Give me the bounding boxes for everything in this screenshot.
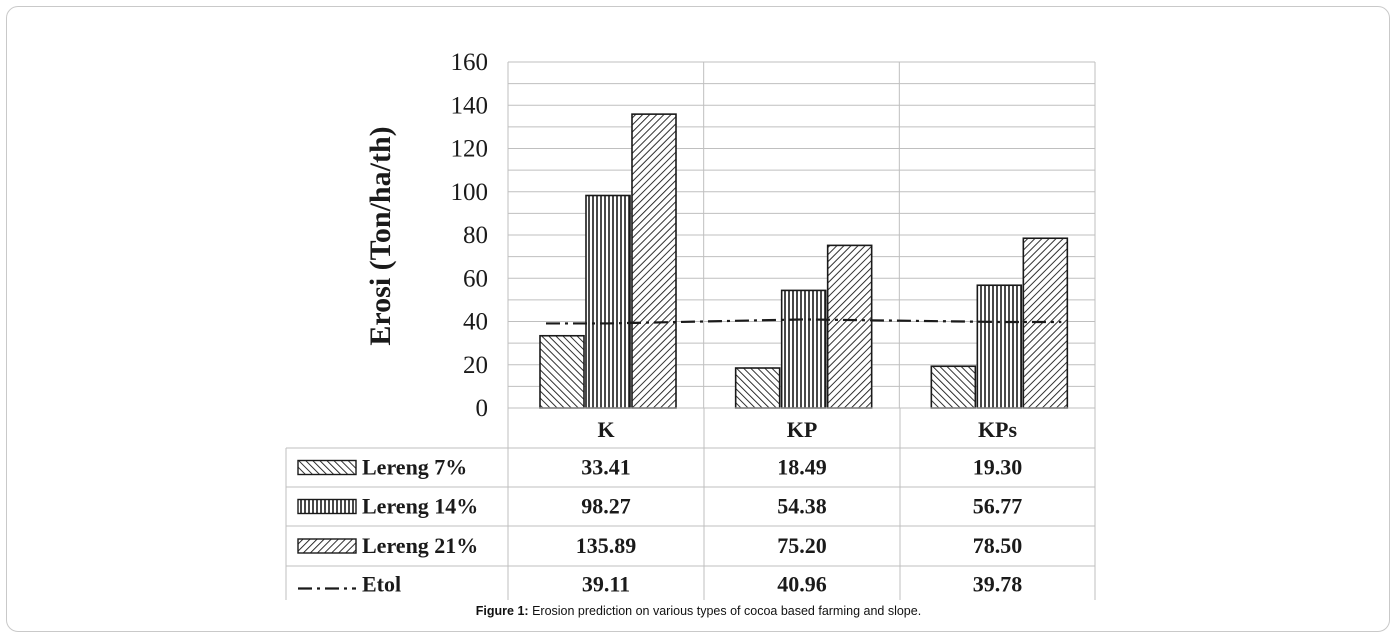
legend-key-3: [297, 538, 357, 554]
legend-key-2: [297, 498, 357, 515]
y-tick-label: 160: [451, 49, 489, 76]
bar-k-2: [585, 194, 631, 409]
bars: [539, 113, 1069, 409]
bar-kps-1: [930, 365, 977, 409]
data-table: K KP KPs Lereng 7% 33.41 18.49 19.30 Lereng 14%…: [285, 407, 1096, 600]
caption-text: Erosion prediction on various types of c…: [528, 604, 922, 618]
bar-kp-1: [734, 367, 781, 409]
y-tick-label: 120: [451, 136, 489, 163]
bar-kp-2: [780, 289, 827, 409]
bar-kps-3: [1022, 237, 1069, 409]
y-tick-label: 100: [451, 179, 489, 206]
figure-frame: [6, 6, 1390, 632]
chart: 0 20 40 60 80 100 120 140 160 Erosi (Ton/ha/th) K…: [285, 49, 1096, 600]
caption-label: Figure 1:: [475, 604, 529, 618]
table-cell-value: 33.41: [581, 455, 631, 480]
category-label-kps: KPs: [978, 417, 1018, 442]
table-cell-value: 75.20: [777, 533, 827, 558]
y-tick-label: 80: [463, 222, 488, 249]
series-name-2: Lereng 14%: [362, 494, 478, 519]
bar-kp-3: [826, 244, 873, 409]
table-cell-value: 39.78: [973, 572, 1023, 597]
legend-key-1: [297, 459, 357, 476]
table-cell-value: 40.96: [777, 572, 827, 597]
table-cell-value: 18.49: [777, 455, 827, 480]
table-cell-value: 56.77: [973, 494, 1023, 519]
series-name-3: Lereng 21%: [362, 533, 478, 558]
y-tick-label: 20: [463, 352, 488, 379]
series-name-4: Etol: [362, 572, 401, 597]
category-label-kp: KP: [787, 417, 818, 442]
table-cell-value: 98.27: [581, 494, 631, 519]
table-cell-value: 135.89: [576, 533, 637, 558]
y-axis-label: Erosi (Ton/ha/th): [364, 126, 397, 345]
bar-kps-2: [976, 284, 1023, 409]
y-tick-label: 40: [463, 309, 488, 336]
series-name-1: Lereng 7%: [362, 455, 467, 480]
figure-caption: Figure 1: Erosion prediction on various …: [0, 604, 1397, 618]
table-cell-value: 19.30: [973, 455, 1023, 480]
table-cell-value: 54.38: [777, 494, 827, 519]
bar-k-1: [539, 334, 585, 409]
table-cell-value: 39.11: [582, 572, 630, 597]
y-tick-label: 0: [476, 395, 489, 422]
table-cell-value: 78.50: [973, 533, 1023, 558]
y-tick-label: 60: [463, 265, 488, 292]
category-label-k: K: [597, 417, 614, 442]
bar-k-3: [631, 113, 677, 409]
y-tick-label: 140: [451, 92, 489, 119]
y-axis: 0 20 40 60 80 100 120 140 160 Erosi (Ton/ha/th): [364, 49, 488, 422]
